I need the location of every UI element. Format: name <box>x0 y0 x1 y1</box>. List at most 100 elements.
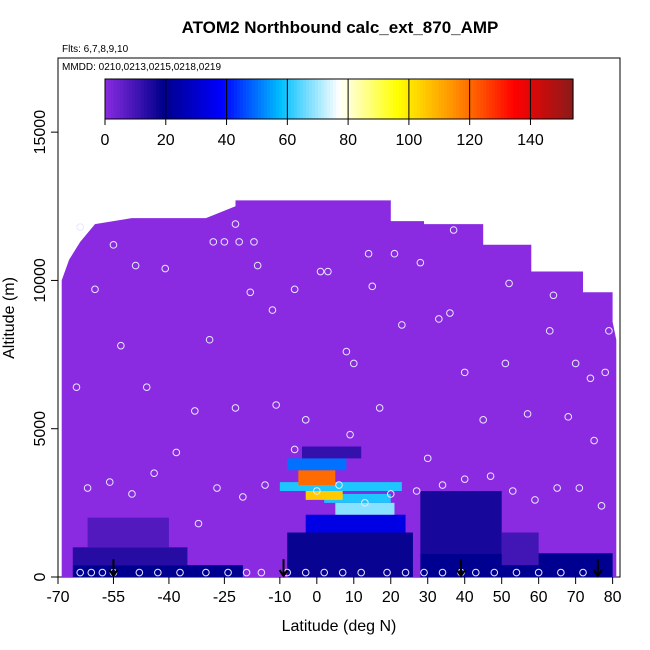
colorbar-swatch <box>327 79 331 119</box>
colorbar-swatch <box>570 79 574 119</box>
colorbar-swatch <box>147 79 151 119</box>
colorbar-swatch <box>489 79 493 119</box>
observation-point <box>290 445 299 454</box>
colorbar-swatch <box>252 79 256 119</box>
colorbar-swatch <box>180 79 184 119</box>
colorbar-swatch <box>375 79 379 119</box>
colorbar-swatch <box>360 79 364 119</box>
colorbar-swatch <box>342 79 346 119</box>
observation-point <box>98 568 107 577</box>
colorbar-swatch <box>450 79 454 119</box>
observation-point <box>128 490 136 498</box>
colorbar-swatch <box>474 79 478 119</box>
colorbar-swatch <box>396 79 400 119</box>
colorbar-swatch <box>315 79 319 119</box>
colorbar-swatch <box>363 79 367 119</box>
x-axis-label: Latitude (deg N) <box>282 618 397 635</box>
colorbar-tick-label: 60 <box>278 132 296 149</box>
observation-point <box>257 568 266 577</box>
observation-point <box>161 264 170 273</box>
observation-point <box>579 568 587 577</box>
observation-point <box>349 359 358 368</box>
colorbar-swatch <box>243 79 247 119</box>
colorbar-swatch <box>264 79 268 119</box>
colorbar-swatch <box>420 79 424 119</box>
observation-point <box>76 568 84 577</box>
observation-point <box>590 436 598 445</box>
colorbar-swatch <box>546 79 550 119</box>
colorbar-swatch <box>117 79 121 119</box>
observation-point <box>246 288 255 297</box>
colorbar-swatch <box>177 79 181 119</box>
colorbar-swatch <box>174 79 178 119</box>
observation-point <box>224 568 232 577</box>
colorbar-swatch <box>567 79 571 119</box>
heatmap-cell <box>287 532 413 577</box>
x-tick-label: 10 <box>345 589 363 606</box>
observation-point <box>346 430 354 439</box>
colorbar-swatch <box>336 79 340 119</box>
observation-point <box>301 416 310 424</box>
colorbar-tick-label: 100 <box>396 132 423 149</box>
observation-point <box>398 321 406 329</box>
heatmap-cell <box>279 482 402 491</box>
observation-point <box>564 413 573 421</box>
x-tick-label: -40 <box>157 589 180 606</box>
colorbar-swatch <box>213 79 217 119</box>
x-tick-label: 80 <box>604 589 622 606</box>
heatmap-cell <box>305 514 406 533</box>
colorbar-swatch <box>285 79 289 119</box>
colorbar-swatch <box>519 79 523 119</box>
colorbar-swatch <box>372 79 376 119</box>
colorbar-tick-label: 140 <box>517 132 544 149</box>
colorbar-swatch <box>378 79 382 119</box>
colorbar-swatch <box>444 79 448 119</box>
colorbar-swatch <box>282 79 286 119</box>
colorbar-swatch <box>105 79 109 119</box>
observation-point <box>172 448 181 457</box>
observation-point <box>154 568 162 577</box>
colorbar-swatch <box>423 79 427 119</box>
flights-note: Flts: 6,7,8,9,10 <box>62 44 129 55</box>
observation-point <box>549 291 558 300</box>
colorbar-swatch <box>189 79 193 119</box>
observation-point <box>357 568 365 577</box>
x-tick-label: 60 <box>530 589 548 606</box>
profile-arrows <box>108 559 603 578</box>
colorbar-swatch <box>552 79 556 119</box>
heatmap-layer <box>61 200 617 577</box>
observation-point <box>446 309 454 317</box>
colorbar-swatch <box>261 79 265 119</box>
colorbar-swatch <box>216 79 220 119</box>
colorbar-swatch <box>405 79 409 119</box>
x-tick-label: 50 <box>493 589 511 606</box>
observation-point <box>150 469 158 478</box>
colorbar-swatch <box>201 79 205 119</box>
profile-arrow-head <box>278 569 289 578</box>
colorbar-swatch <box>306 79 310 119</box>
observation-point <box>91 285 99 294</box>
colorbar-swatch <box>330 79 334 119</box>
observation-point <box>486 472 495 480</box>
observation-point <box>601 368 610 377</box>
colorbar-swatch <box>339 79 343 119</box>
observation-point <box>87 568 96 577</box>
colorbar-swatch <box>441 79 445 119</box>
colorbar-swatch <box>159 79 163 119</box>
colorbar-swatch <box>459 79 463 119</box>
observation-point <box>239 493 247 501</box>
colorbar-swatch <box>411 79 415 119</box>
observation-point <box>390 249 399 258</box>
observation-point <box>72 383 81 391</box>
observation-point <box>316 267 325 276</box>
colorbar-swatch <box>477 79 481 119</box>
colorbar-swatch <box>114 79 118 119</box>
observation-point <box>416 258 425 267</box>
x-tick-label: -25 <box>213 589 236 606</box>
colorbar-swatch <box>426 79 430 119</box>
observation-point <box>401 568 410 577</box>
colorbar-swatch <box>279 79 283 119</box>
observation-point <box>313 487 321 495</box>
profile-arrow-head <box>108 569 119 578</box>
